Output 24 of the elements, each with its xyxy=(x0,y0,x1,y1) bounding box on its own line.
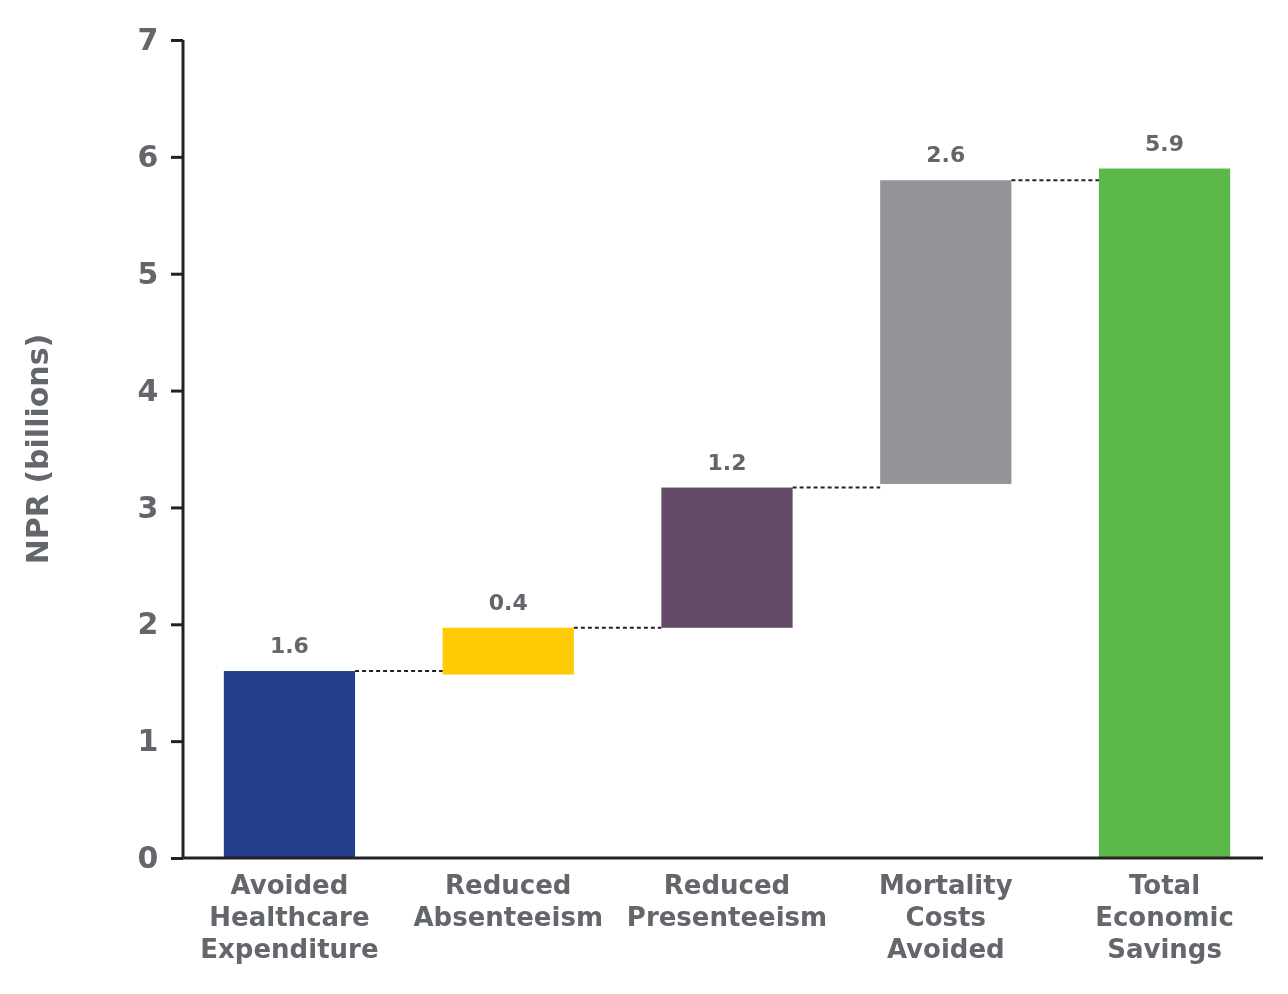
data-label: 2.6 xyxy=(926,142,966,168)
x-tick-label: Reduced Absenteeism xyxy=(413,870,603,932)
y-tick-label: 2 xyxy=(137,606,159,642)
y-tick-label: 3 xyxy=(137,489,159,525)
data-label: 1.6 xyxy=(269,633,309,659)
data-label: 0.4 xyxy=(488,589,528,615)
y-tick-label: 7 xyxy=(137,22,159,58)
bar xyxy=(661,487,793,628)
y-tick-label: 6 xyxy=(137,138,159,174)
data-label: 1.2 xyxy=(707,449,747,475)
bar xyxy=(880,180,1012,485)
bar xyxy=(442,627,574,675)
y-axis-title: NPR (billions) xyxy=(20,333,55,565)
y-tick-label: 4 xyxy=(137,372,159,408)
y-tick-label: 1 xyxy=(137,723,159,759)
x-tick-label: Mortality Costs Avoided xyxy=(878,870,1013,964)
x-tick-label: Total Economic Savings xyxy=(1095,870,1234,964)
y-tick-label: 5 xyxy=(137,255,159,291)
y-tick-label: 0 xyxy=(137,840,159,876)
x-tick-label: Avoided Healthcare Expenditure xyxy=(200,870,379,964)
bar xyxy=(1098,168,1231,858)
bar xyxy=(223,671,356,858)
data-label: 5.9 xyxy=(1145,130,1185,156)
x-tick-label: Reduced Presenteeism xyxy=(626,870,828,932)
